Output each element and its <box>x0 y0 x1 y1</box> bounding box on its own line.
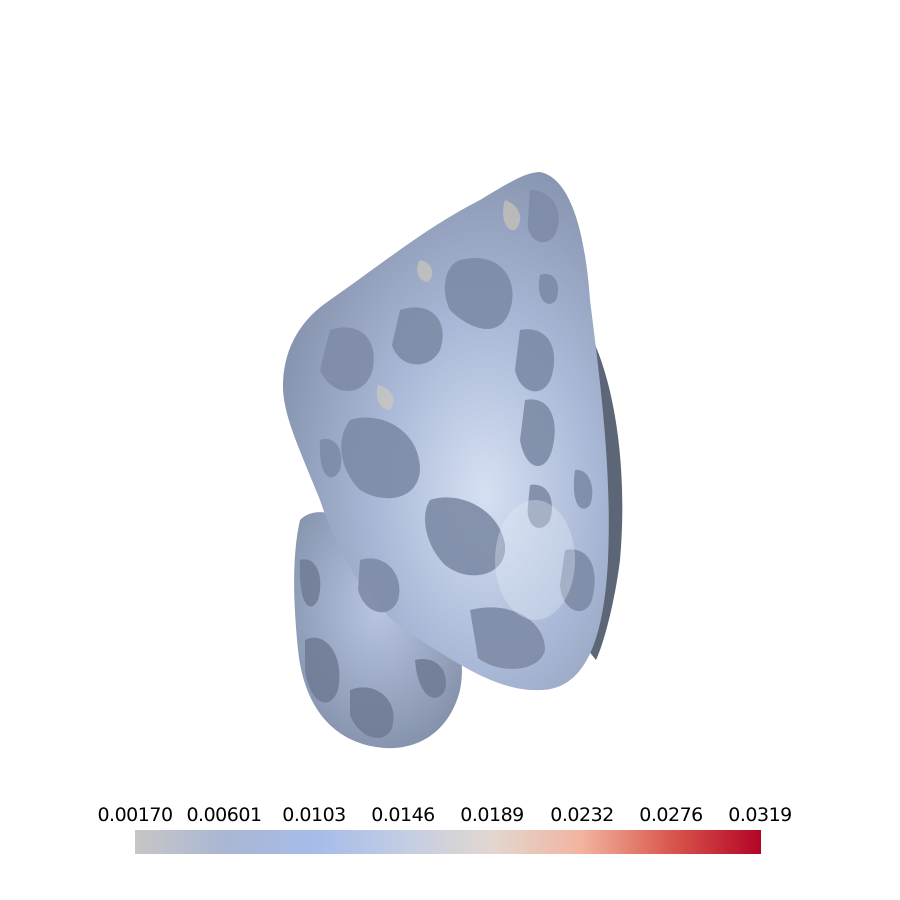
colorbar-gradient <box>135 830 761 854</box>
lower-lobe-patches <box>299 559 446 738</box>
colorbar-tick-label: 0.0146 <box>371 804 435 826</box>
colorbar-tick-label: 0.00601 <box>186 804 262 826</box>
colorbar-tick-label: 0.0189 <box>460 804 524 826</box>
colorbar-tick-label: 0.0276 <box>639 804 703 826</box>
warm-highlights <box>376 200 521 410</box>
colorbar-tick-label: 0.00170 <box>97 804 173 826</box>
colorbar: 0.00170 0.00601 0.0103 0.0146 0.0189 0.0… <box>95 800 795 860</box>
colorbar-tick-label: 0.0319 <box>728 804 792 826</box>
colorbar-tick-label: 0.0232 <box>550 804 614 826</box>
specular-highlight <box>495 500 575 620</box>
colorbar-tick-label: 0.0103 <box>282 804 346 826</box>
sulcal-patches <box>319 190 595 669</box>
